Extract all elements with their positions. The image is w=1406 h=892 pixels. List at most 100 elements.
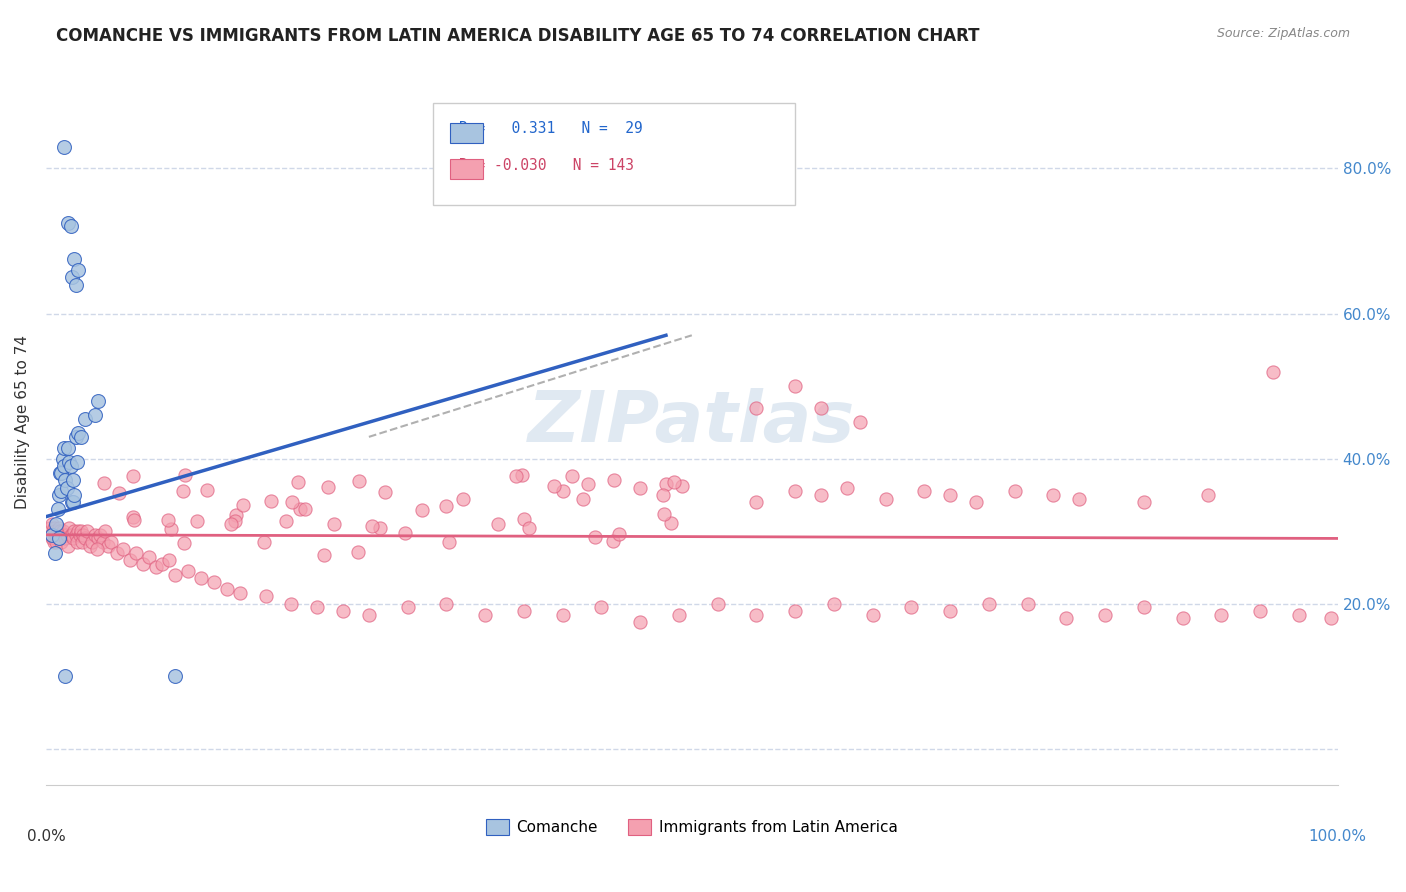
Text: 0.0%: 0.0% xyxy=(27,829,65,844)
Point xyxy=(65,430,87,444)
Point xyxy=(62,532,84,546)
Point xyxy=(59,528,82,542)
Text: COMANCHE VS IMMIGRANTS FROM LATIN AMERICA DISABILITY AGE 65 TO 74 CORRELATION CH: COMANCHE VS IMMIGRANTS FROM LATIN AMERIC… xyxy=(56,27,980,45)
Point xyxy=(939,604,962,618)
Point xyxy=(517,521,540,535)
Point xyxy=(46,524,69,538)
Point xyxy=(1320,611,1343,625)
Point xyxy=(45,535,67,549)
Point xyxy=(41,516,63,531)
Point xyxy=(70,535,93,549)
Point xyxy=(49,466,72,480)
Point xyxy=(46,502,69,516)
Point xyxy=(785,604,807,618)
Point xyxy=(368,521,391,535)
Point xyxy=(652,507,675,521)
Point xyxy=(48,532,70,546)
Point xyxy=(56,216,79,230)
Point xyxy=(53,532,76,546)
Point xyxy=(41,528,63,542)
Point xyxy=(628,615,651,629)
Point xyxy=(294,502,316,516)
Point xyxy=(394,525,416,540)
Point xyxy=(52,524,75,538)
Point xyxy=(150,557,173,571)
Point xyxy=(578,477,600,491)
Point xyxy=(437,535,460,549)
Point xyxy=(939,488,962,502)
Point xyxy=(62,495,84,509)
Point xyxy=(823,597,845,611)
FancyBboxPatch shape xyxy=(450,159,482,179)
Point xyxy=(202,574,225,589)
Point xyxy=(474,607,496,622)
Point xyxy=(1133,600,1156,615)
Point xyxy=(810,488,832,502)
Text: R =   0.331   N =  29: R = 0.331 N = 29 xyxy=(460,121,643,136)
Point xyxy=(912,484,935,499)
Point xyxy=(165,567,187,582)
Legend: Comanche, Immigrants from Latin America: Comanche, Immigrants from Latin America xyxy=(478,812,905,843)
Point xyxy=(105,546,128,560)
Point xyxy=(44,546,66,560)
Point xyxy=(232,498,254,512)
Point xyxy=(48,488,70,502)
Point xyxy=(48,520,70,534)
Point xyxy=(280,597,302,611)
Point xyxy=(224,514,246,528)
Point xyxy=(603,474,626,488)
Point xyxy=(1211,607,1233,622)
Point xyxy=(63,524,86,538)
Point xyxy=(86,542,108,557)
Point xyxy=(66,455,89,469)
Point xyxy=(1017,597,1039,611)
Point xyxy=(186,514,208,528)
Point xyxy=(44,532,66,546)
Point xyxy=(323,516,346,531)
Point xyxy=(785,379,807,393)
Point xyxy=(84,408,107,422)
Point xyxy=(810,401,832,415)
Point xyxy=(655,477,678,491)
Point xyxy=(451,492,474,507)
Point xyxy=(977,597,1000,611)
Point xyxy=(1042,488,1064,502)
Point xyxy=(862,607,884,622)
Point xyxy=(551,607,574,622)
Point xyxy=(253,535,276,549)
Point xyxy=(628,481,651,495)
Point xyxy=(58,520,80,534)
Point xyxy=(1261,365,1284,379)
Point xyxy=(122,513,145,527)
Point xyxy=(374,485,396,500)
Point xyxy=(965,495,987,509)
Point xyxy=(1133,495,1156,509)
Point xyxy=(46,528,69,542)
Point xyxy=(122,510,145,524)
Point xyxy=(138,549,160,564)
Point xyxy=(59,219,82,234)
Point xyxy=(70,524,93,538)
Point xyxy=(145,560,167,574)
Point xyxy=(1288,607,1310,622)
Point xyxy=(42,520,65,534)
Point xyxy=(177,564,200,578)
Point xyxy=(67,524,90,538)
Point xyxy=(254,590,277,604)
Point xyxy=(53,474,76,488)
Point xyxy=(53,441,76,455)
Point xyxy=(56,441,79,455)
Point xyxy=(160,522,183,536)
Point xyxy=(73,532,96,546)
Point xyxy=(56,539,79,553)
Point xyxy=(602,533,624,548)
Point xyxy=(280,495,302,509)
Point xyxy=(228,586,250,600)
Point xyxy=(49,524,72,538)
Point xyxy=(91,535,114,549)
Point xyxy=(174,468,197,483)
Point xyxy=(72,528,94,542)
Point xyxy=(215,582,238,597)
Point xyxy=(49,528,72,542)
Point xyxy=(94,524,117,538)
